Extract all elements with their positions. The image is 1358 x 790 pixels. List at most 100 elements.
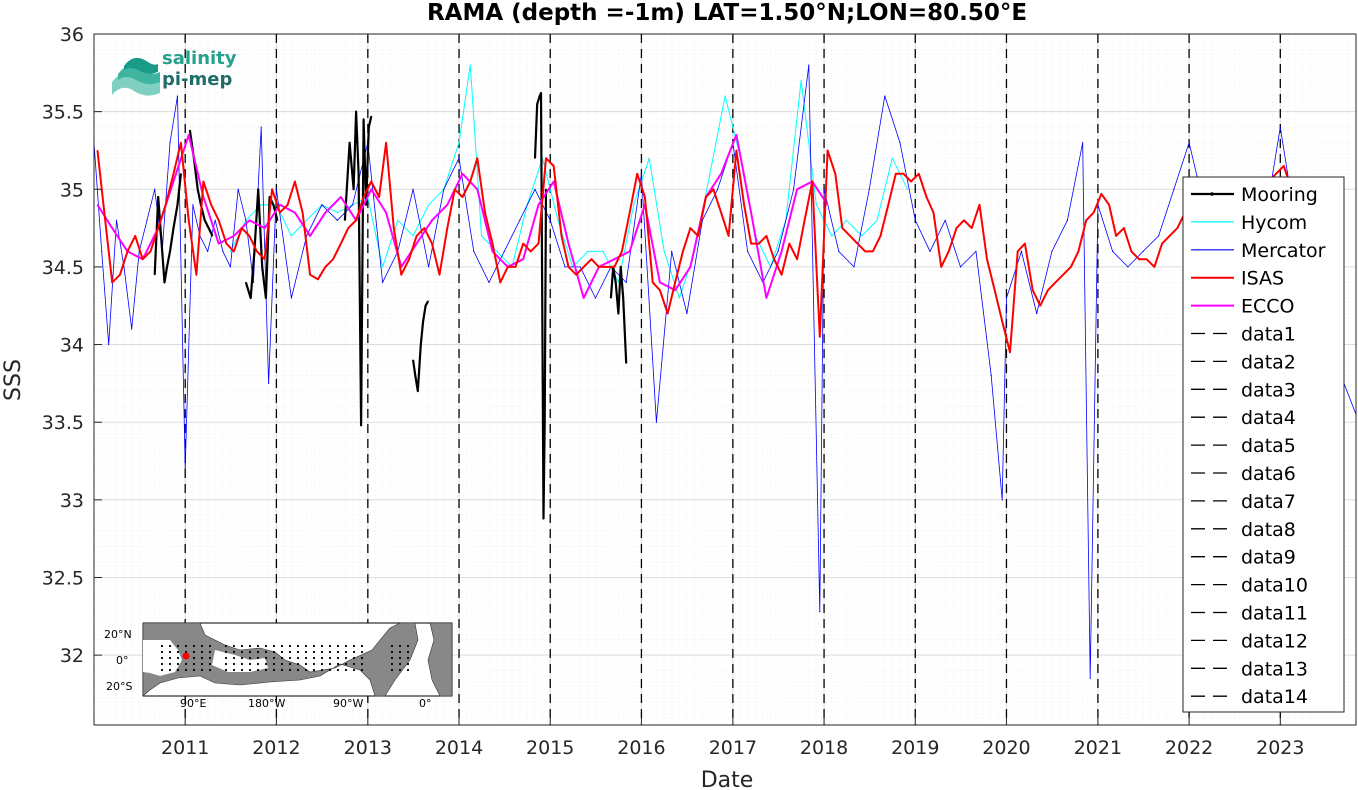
buoy-dot bbox=[320, 668, 324, 672]
data-point-isas bbox=[279, 211, 281, 214]
buoy-dot bbox=[176, 650, 180, 654]
data-point-mercator bbox=[1051, 250, 1053, 252]
data-point-isas bbox=[149, 250, 152, 252]
buoy-dot bbox=[304, 650, 308, 654]
data-point-isas bbox=[583, 266, 585, 268]
data-point-mercator bbox=[655, 421, 658, 423]
data-point-ecco bbox=[765, 297, 767, 299]
data-point-isas bbox=[872, 250, 874, 252]
data-point-ecco bbox=[340, 196, 342, 198]
data-point-mooring bbox=[154, 274, 156, 276]
data-point-ecco bbox=[294, 211, 296, 214]
data-point-mooring bbox=[539, 95, 541, 97]
buoy-dot bbox=[304, 644, 308, 648]
data-point-hycom bbox=[306, 219, 308, 221]
buoy-dot bbox=[406, 662, 410, 666]
buoy-dot bbox=[280, 662, 284, 666]
buoy-dot bbox=[168, 668, 172, 672]
buoy-dot bbox=[176, 668, 180, 672]
data-point-isas bbox=[233, 250, 235, 252]
data-point-isas bbox=[454, 188, 456, 190]
legend-label-data3: data3 bbox=[1241, 379, 1296, 401]
data-point-mooring bbox=[368, 126, 370, 128]
data-point-hycom bbox=[427, 204, 430, 206]
buoy-dot bbox=[232, 656, 236, 660]
data-point-hycom bbox=[496, 250, 498, 252]
data-point-isas bbox=[598, 266, 600, 268]
data-point-mooring bbox=[355, 111, 357, 113]
map-lat-label-20s: 20°S bbox=[106, 680, 132, 693]
data-point-isas bbox=[385, 142, 387, 144]
data-point-isas bbox=[522, 243, 524, 245]
data-point-mercator bbox=[899, 142, 901, 144]
data-point-mercator bbox=[1005, 297, 1008, 299]
buoy-dot bbox=[352, 644, 356, 648]
data-point-isas bbox=[256, 250, 258, 252]
data-point-isas bbox=[1100, 193, 1103, 195]
data-point-mercator bbox=[1066, 219, 1069, 221]
buoy-dot bbox=[344, 668, 348, 672]
legend-label-mooring: Mooring bbox=[1241, 184, 1318, 206]
data-point-isas bbox=[446, 227, 448, 229]
data-point-mooring bbox=[197, 188, 199, 190]
data-point-isas bbox=[803, 219, 806, 221]
buoy-dot bbox=[312, 668, 316, 672]
data-point-isas bbox=[864, 250, 866, 252]
legend: Mooring Hycom Mercator ISAS ECCO data1 data2 da… bbox=[1182, 176, 1345, 713]
buoy-dot bbox=[240, 668, 244, 672]
x-tick-label: 2019 bbox=[891, 737, 939, 759]
data-point-mercator bbox=[473, 250, 475, 252]
data-point-ecco bbox=[233, 235, 235, 237]
data-point-ecco bbox=[629, 250, 631, 252]
data-point-mercator bbox=[747, 250, 749, 252]
data-point-isas bbox=[978, 204, 981, 206]
data-point-mercator bbox=[929, 250, 931, 252]
data-point-mercator bbox=[252, 281, 255, 284]
data-point-mooring bbox=[180, 173, 182, 175]
legend-label-data5: data5 bbox=[1241, 435, 1296, 457]
buoy-dot bbox=[280, 650, 284, 654]
buoy-dot bbox=[200, 668, 204, 672]
buoy-dot bbox=[248, 668, 252, 672]
series-line-isas bbox=[96, 141, 1293, 354]
data-point-mercator bbox=[884, 95, 886, 97]
chart-title: RAMA (depth =-1m) LAT=1.50°N;LON=80.50°E bbox=[427, 0, 1027, 26]
buoy-dot bbox=[272, 650, 276, 654]
data-point-isas bbox=[674, 281, 676, 284]
x-tick-label: 2012 bbox=[252, 737, 300, 759]
data-point-ecco bbox=[218, 243, 220, 245]
data-point-mercator bbox=[549, 219, 551, 221]
data-point-ecco bbox=[583, 297, 585, 299]
data-point-mercator bbox=[443, 188, 445, 190]
data-point-isas bbox=[705, 196, 707, 198]
buoy-dot bbox=[288, 650, 292, 654]
inset-map-land bbox=[427, 622, 453, 697]
map-lon-label-90w: 90°W bbox=[333, 697, 363, 710]
data-point-isas bbox=[955, 227, 958, 229]
data-point-mercator bbox=[1089, 677, 1091, 680]
data-point-ecco bbox=[188, 134, 190, 136]
data-point-mooring bbox=[541, 343, 544, 346]
buoy-dot bbox=[360, 650, 364, 654]
data-point-ecco bbox=[324, 211, 326, 214]
data-point-isas bbox=[1130, 250, 1132, 252]
data-point-ecco bbox=[750, 211, 752, 214]
data-point-isas bbox=[925, 196, 928, 198]
buoy-dot bbox=[296, 656, 300, 660]
buoy-dot bbox=[232, 662, 236, 666]
data-point-isas bbox=[1047, 289, 1049, 291]
data-point-isas bbox=[887, 204, 889, 206]
buoy-dot bbox=[176, 656, 180, 660]
legend-label-hycom: Hycom bbox=[1241, 212, 1307, 234]
data-point-isas bbox=[172, 173, 175, 175]
data-point-ecco bbox=[446, 204, 448, 206]
data-point-isas bbox=[514, 266, 517, 268]
data-point-ecco bbox=[264, 227, 266, 229]
data-point-hycom bbox=[678, 297, 681, 299]
x-tick-label: 2014 bbox=[435, 737, 483, 759]
data-point-ecco bbox=[385, 211, 387, 214]
data-point-isas bbox=[1176, 227, 1178, 229]
data-point-isas bbox=[720, 211, 722, 214]
buoy-dot bbox=[406, 668, 410, 672]
data-point-isas bbox=[1161, 243, 1163, 245]
